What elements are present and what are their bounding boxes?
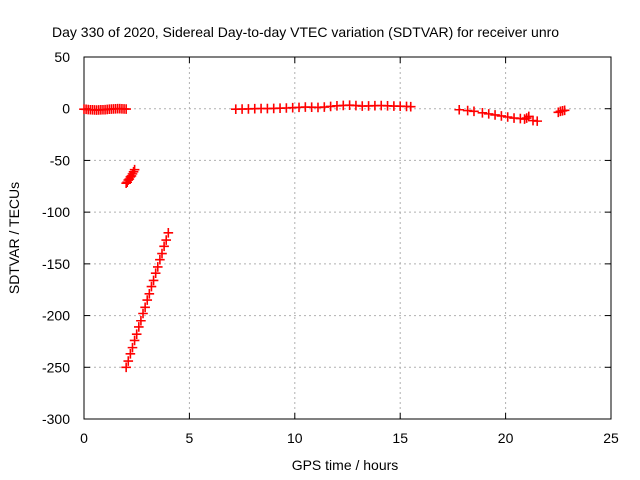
y-tick-label: -150 [42, 256, 70, 272]
x-tick-label: 15 [392, 430, 408, 446]
data-point [477, 108, 488, 118]
series-segment-5 [454, 104, 543, 126]
data-point [454, 104, 465, 115]
x-tick-label: 5 [186, 430, 194, 446]
data-point [131, 329, 142, 339]
data-point [163, 228, 174, 238]
y-tick-label: 50 [54, 49, 70, 65]
x-tick-label: 20 [498, 430, 514, 446]
data-point [496, 111, 507, 121]
x-tick-label: 25 [603, 430, 619, 446]
series-segment-6 [553, 105, 570, 118]
series-segment-4 [230, 100, 416, 115]
x-axis-label: GPS time / hours [292, 457, 399, 473]
grid-lines [84, 57, 611, 419]
data-point [142, 295, 153, 305]
data-point [148, 275, 159, 286]
data-point [559, 105, 570, 116]
data-point [146, 281, 157, 292]
plot-frame [83, 56, 612, 420]
data-point [123, 356, 134, 366]
y-tick-label: -200 [42, 308, 70, 324]
data-point [483, 109, 494, 119]
series-segment-2 [121, 164, 140, 188]
series-segment-3 [121, 228, 174, 373]
chart-title: Day 330 of 2020, Sidereal Day-to-day VTE… [52, 24, 559, 40]
data-point [157, 248, 167, 259]
data-point [140, 302, 150, 313]
x-tick-label: 10 [287, 430, 303, 446]
data-point [532, 116, 543, 126]
data-point [121, 104, 131, 114]
data-point [469, 106, 479, 117]
data-point [152, 262, 163, 272]
data-point [150, 268, 161, 278]
y-tick-label: 0 [62, 101, 70, 117]
x-tick-label: 0 [80, 430, 88, 446]
data-point [129, 164, 140, 175]
data-point [155, 254, 165, 265]
data-point [136, 315, 146, 326]
y-tick-label: -50 [50, 152, 70, 168]
data-point [523, 111, 534, 122]
data-point [161, 235, 172, 245]
y-axis-label: SDTVAR / TECUs [6, 182, 22, 294]
data-point [490, 110, 500, 120]
axis-ticks [83, 56, 612, 420]
data-point [405, 101, 416, 112]
data-point [127, 342, 138, 353]
data-point [134, 322, 144, 332]
y-tick-label: -250 [42, 359, 70, 375]
y-tick-label: -100 [42, 204, 70, 220]
data-point [159, 241, 169, 252]
data-point [502, 112, 513, 122]
data-point [138, 308, 148, 319]
data-point [121, 362, 131, 373]
data-point [129, 335, 140, 346]
data-points [79, 100, 570, 373]
tick-labels: 0 5 10 15 20 25 -300 -250 -200 -150 -100 -50 0 50 [42, 49, 619, 446]
y-tick-label: -300 [42, 411, 70, 427]
data-point [144, 289, 155, 299]
data-point [125, 349, 136, 359]
series-segment-1 [79, 103, 131, 115]
